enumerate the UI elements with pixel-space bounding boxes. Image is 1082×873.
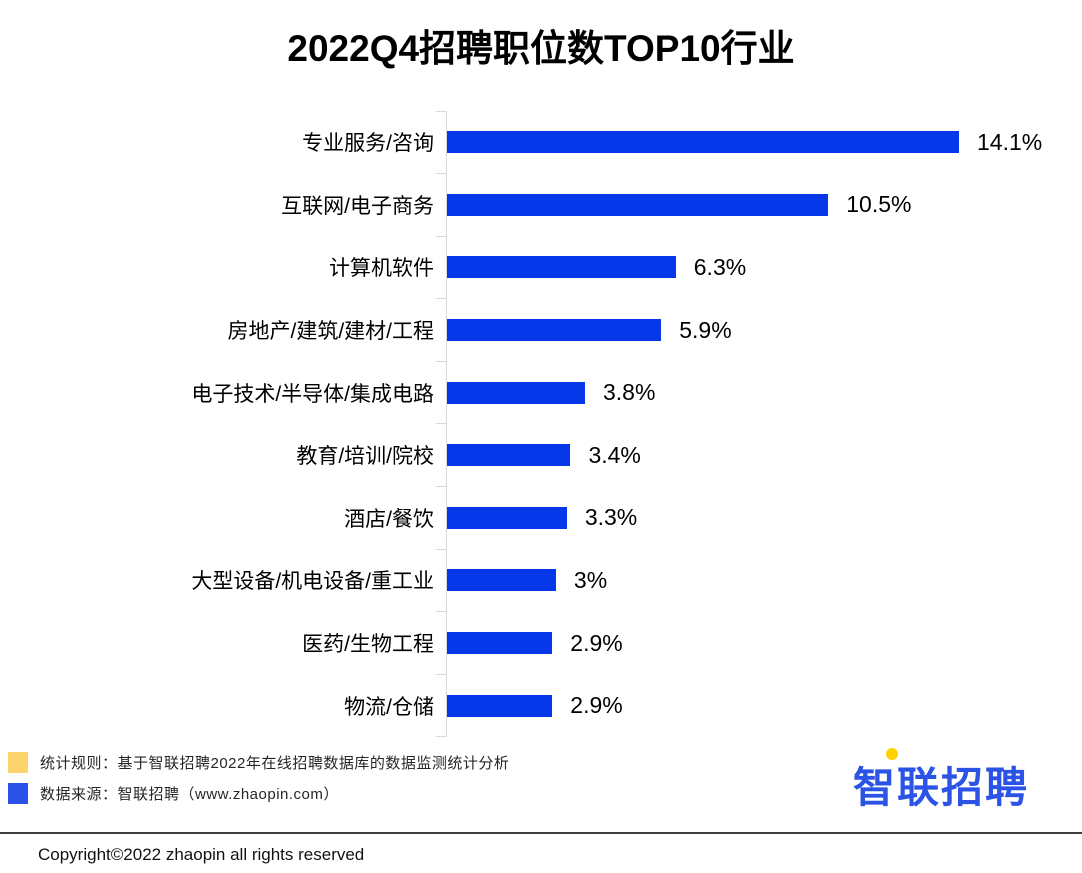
bar (447, 506, 567, 529)
footnotes: 统计规则：基于智联招聘2022年在线招聘数据库的数据监测统计分析 数据来源：智联… (8, 751, 1082, 804)
footnote-text: 统计规则：基于智联招聘2022年在线招聘数据库的数据监测统计分析 (40, 754, 510, 772)
value-label: 3% (573, 566, 608, 593)
footnote-text: 数据来源：智联招聘（www.zhaopin.com） (40, 785, 339, 803)
value-label: 3.3% (584, 504, 638, 531)
chart-row: 大型设备/机电设备/重工业 3% (0, 548, 1082, 612)
bar-zone: 6.3% (436, 235, 1082, 299)
chart-row: 房地产/建筑/建材/工程 5.9% (0, 298, 1082, 362)
footnote-row: 数据来源：智联招聘（www.zhaopin.com） (8, 782, 1082, 804)
category-label: 大型设备/机电设备/重工业 (191, 570, 434, 594)
chart-row: 医药/生物工程 2.9% (0, 611, 1082, 675)
value-label: 3.4% (588, 441, 641, 468)
footnote-row: 统计规则：基于智联招聘2022年在线招聘数据库的数据监测统计分析 (8, 751, 1082, 773)
category-label: 计算机软件 (329, 257, 434, 281)
bar-zone: 2.9% (436, 673, 1082, 738)
category-label: 专业服务/咨询 (302, 132, 434, 156)
category-label: 教育/培训/院校 (296, 445, 434, 469)
chart-row: 物流/仓储 2.9% (0, 673, 1082, 738)
chart-row: 酒店/餐饮 3.3% (0, 486, 1082, 550)
category-label: 物流/仓储 (344, 695, 434, 719)
category-label: 医药/生物工程 (302, 633, 434, 657)
bar-zone: 5.9% (436, 298, 1082, 362)
bar-zone: 14.1% (436, 110, 1082, 174)
bar-zone: 3.8% (436, 360, 1082, 424)
bar-zone: 3% (436, 548, 1082, 612)
chart-row: 计算机软件 6.3% (0, 235, 1082, 299)
chart-title: 2022Q4招聘职位数TOP10行业 (287, 28, 795, 69)
chart-row: 互联网/电子商务 10.5% (0, 173, 1082, 237)
bar-zone: 2.9% (436, 611, 1082, 675)
bar (447, 694, 553, 717)
value-label: 3.8% (602, 379, 656, 406)
bar (447, 193, 829, 216)
category-label: 电子技术/半导体/集成电路 (191, 382, 434, 406)
bar (447, 319, 662, 342)
value-label: 5.9% (679, 316, 732, 343)
blue-square-icon (8, 782, 28, 804)
bar-zone: 3.3% (436, 486, 1082, 550)
category-label: 房地产/建筑/建材/工程 (227, 320, 434, 344)
bar-chart: 专业服务/咨询 14.1% 互联网/电子商务 10.5% 计算机软件 6.3% 房地产/建筑… (0, 110, 1082, 738)
chart-row: 电子技术/半导体/集成电路 3.8% (0, 360, 1082, 424)
value-label: 6.3% (693, 253, 747, 280)
value-label: 2.9% (570, 629, 623, 656)
bar-zone: 10.5% (436, 173, 1082, 237)
yellow-square-icon (8, 751, 28, 773)
category-label: 酒店/餐饮 (344, 507, 434, 531)
zhaopin-logo-text: 智联招聘 (853, 763, 1030, 811)
value-label: 2.9% (570, 692, 623, 719)
footer: 统计规则：基于智联招聘2022年在线招聘数据库的数据监测统计分析 数据来源：智联… (0, 747, 1082, 824)
value-label: 14.1% (977, 128, 1043, 155)
bar (447, 444, 571, 467)
bar (447, 632, 553, 655)
bar (447, 569, 556, 592)
bar (447, 131, 959, 154)
copyright-text: Copyright©2022 zhaopin all rights reserv… (38, 844, 365, 864)
zhaopin-logo: 智联招聘 (853, 747, 1058, 812)
divider-line (0, 831, 1082, 834)
bar (447, 256, 676, 279)
bar-zone: 3.4% (436, 423, 1082, 487)
value-label: 10.5% (846, 191, 912, 218)
category-label: 互联网/电子商务 (281, 194, 434, 218)
chart-row: 教育/培训/院校 3.4% (0, 423, 1082, 487)
bar (447, 381, 585, 404)
chart-row: 专业服务/咨询 14.1% (0, 110, 1082, 174)
logo-yellow-dot-icon (886, 747, 898, 760)
